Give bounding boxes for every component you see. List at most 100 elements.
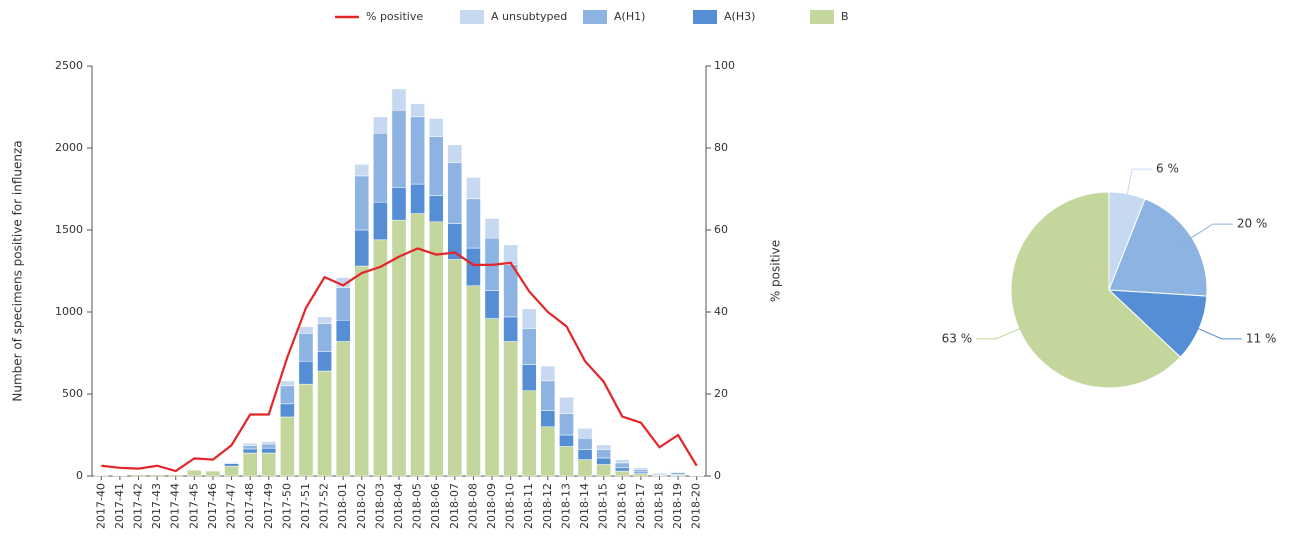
bar-segment [280,380,295,387]
bar-segment [205,470,221,477]
x-tick-label: 2018-16 [615,483,628,529]
bar-segment [559,397,574,414]
bar-segment [410,116,425,185]
x-tick-label: 2017-42 [132,483,145,529]
bar-segment [614,470,630,477]
bar-segment [335,319,351,342]
bar-segment [242,452,258,477]
y-axis-label: Number of specimens positive for influen… [11,140,25,401]
bar-segment [503,341,518,477]
bar-segment [298,360,314,385]
x-tick-label: 2017-48 [243,483,256,529]
bar-segment [187,470,202,477]
bar-segment [559,434,574,447]
bar-segment [540,410,556,428]
bar-segment [317,316,332,324]
bar-segment [559,446,574,477]
bar-segment [335,287,351,321]
x-tick-label: 2018-14 [578,483,591,529]
legend-swatch [810,10,834,24]
bar-segment [354,175,370,231]
bar-segment [317,323,332,352]
legend-swatch [460,10,484,24]
bar-segment [577,438,593,451]
x-tick-label: 2018-17 [634,483,647,529]
y-tick-label: 500 [62,387,83,400]
y2-tick-label: 60 [714,223,728,236]
bar-segment [261,447,277,454]
x-tick-label: 2018-04 [392,483,405,529]
bar-segment [410,213,425,477]
bar-segment [391,110,407,188]
bar-segment [280,416,295,477]
bar-segment [540,426,556,477]
x-tick-label: 2017-51 [299,483,312,529]
bar-segment [242,442,258,446]
x-tick-label: 2017-46 [206,483,219,529]
legend-label: A unsubtyped [491,10,567,23]
line-series [101,247,698,473]
y-tick-label: 2500 [55,59,83,72]
x-tick-label: 2018-07 [448,483,461,529]
bar-segment [354,164,370,177]
leader-line [1189,324,1242,340]
bar-segment [447,144,463,164]
bar-segment [521,328,537,365]
y-tick-label: 1000 [55,305,83,318]
x-tick-label: 2018-09 [485,483,498,529]
legend-label: % positive [366,10,423,23]
bar-segment [577,459,593,477]
bar-segment [447,259,463,477]
bar-segment [428,118,444,137]
bar-segment [354,229,370,267]
x-tick-label: 2017-45 [187,483,200,529]
y-tick-label: 1500 [55,223,83,236]
y2-axis-label: % positive [769,240,783,302]
pie-label: 6 % [1156,162,1179,176]
bar-segment [280,385,295,405]
bar-segment [373,201,388,241]
bar-segment [317,370,332,477]
bar-segment [503,244,518,265]
leader-line [976,324,1029,340]
x-tick-label: 2018-02 [355,483,368,529]
x-tick-label: 2018-20 [690,483,703,529]
legend-label: A(H3) [724,10,755,23]
leader-line [1183,223,1233,244]
x-tick-label: 2017-52 [318,483,331,529]
bar-segment [410,183,425,214]
bar-segment [298,383,314,477]
bar-segment [466,198,481,249]
bar-segment [614,459,630,464]
bar-segment [428,136,444,196]
x-tick-label: 2018-05 [411,483,424,529]
bar-segment [614,462,630,469]
legend-label: A(H1) [614,10,645,23]
bar-segment [354,265,370,477]
bar-segment [521,364,537,391]
leader-line [1124,168,1153,204]
bar-segment [484,218,500,239]
bar-segment [596,457,611,465]
x-tick-label: 2018-01 [336,483,349,529]
bar-segment [447,162,463,224]
bar-segment [633,473,649,477]
x-tick-label: 2018-03 [373,483,386,529]
bar-segment [373,116,388,134]
legend-label: B [841,10,849,23]
bar-segment [298,333,314,362]
bar-segment [466,177,481,200]
bar-segment [373,239,388,477]
bar-segment [391,187,407,221]
bar-segment [633,467,649,470]
bar-segment [540,365,556,382]
x-tick-label: 2017-47 [225,483,238,529]
x-tick-label: 2018-12 [541,483,554,529]
bar-segment [335,341,351,477]
x-tick-label: 2018-06 [429,483,442,529]
bar-segment [224,465,239,477]
x-tick-label: 2017-40 [94,483,107,529]
pie-label: 63 % [942,331,973,345]
legend-swatch [583,10,607,24]
